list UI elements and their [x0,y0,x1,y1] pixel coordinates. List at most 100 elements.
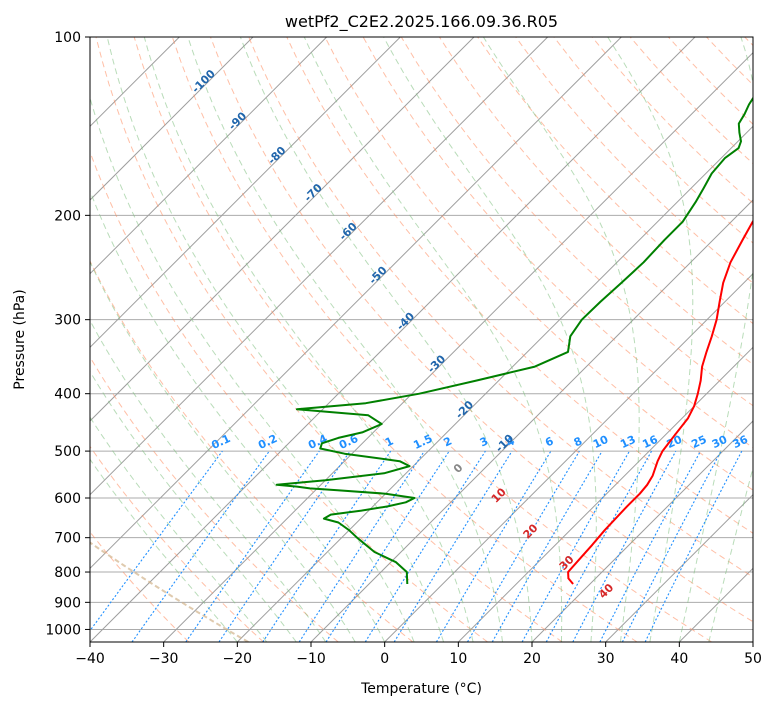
mixing-ratio-label: 20 [665,433,685,451]
mixing-ratio-line [644,450,743,642]
x-axis-tick-label: −40 [75,651,105,667]
mixing-ratio-line [298,450,425,642]
plot-frame [89,36,754,643]
x-axis-tick-label: 0 [380,651,389,667]
moist-adiabat-label: 40 [596,581,616,601]
mixing-ratio-line [572,450,677,642]
moist-adiabat-line [90,458,238,642]
y-axis-tick-label: 800 [54,565,81,581]
dewpoint-profile-line [275,96,753,585]
y-axis-tick-label: 100 [54,30,81,46]
isotherm-line [678,567,753,642]
dry-adiabat-line [591,37,753,204]
mixing-ratio-line [262,450,392,642]
moist-adiabat-line [90,189,386,642]
isotherm-line [163,51,753,642]
dry-adiabat-line [210,37,753,623]
isotherm-line [236,125,753,642]
isotherm-line [605,493,753,642]
isotherm-line [90,37,622,570]
x-axis-tick-label: 20 [523,651,541,667]
isotherm-line [90,37,696,642]
x-axis-tick-label: 50 [744,651,762,667]
x-axis-label: Temperature (°C) [360,681,482,697]
isotherm-line [90,37,254,201]
moist-adiabat-label: 20 [521,521,541,541]
y-axis-tick-label: 300 [54,313,81,329]
dry-adiabat-line [90,445,264,642]
mixing-ratio-label: 3 [478,434,490,449]
x-axis-tick-label: −10 [296,651,326,667]
x-axis-tick-label: 10 [449,651,467,667]
isotherm-label: -90 [226,109,249,132]
dry-adiabat-line [95,37,563,642]
isotherm-line [457,346,753,642]
moist-adiabat-line [383,37,597,642]
moist-adiabat-line [106,37,445,642]
moist-adiabat-line [607,37,694,642]
x-axis-tick-label: −30 [149,651,179,667]
isotherm-label: -60 [337,220,360,243]
isotherm-label: -30 [425,352,448,375]
mixing-ratio-line [218,450,351,642]
moist-adiabat-line [90,260,356,642]
isotherm-label: -20 [453,398,476,421]
mixing-ratio-label: 16 [640,433,660,451]
mixing-ratio-line [467,450,580,642]
isotherm-label: -50 [366,264,389,287]
moist-adiabat-line [143,37,474,642]
dry-adiabat-line [90,356,339,642]
dcape-curve [90,541,249,642]
dry-adiabat-line [515,37,753,284]
y-axis-tick-label: 900 [54,595,81,611]
isotherm-line [531,420,753,642]
mixing-ratio-line [521,450,630,642]
dry-adiabat-line [133,37,638,642]
isotherm-line [752,641,753,642]
y-axis-tick-label: 1000 [45,622,81,638]
isotherm-line [90,37,401,349]
dry-adiabat-line [744,37,753,47]
moist-adiabat-line [678,37,753,642]
moist-adiabat-line [90,416,268,642]
mixing-ratio-line [90,450,223,632]
y-axis-label: Pressure (hPa) [12,289,28,389]
moist-adiabat-label: 10 [489,485,509,505]
mixing-ratio-label: 6 [543,434,556,449]
x-axis-tick-label: 30 [597,651,615,667]
y-axis-tick-label: 600 [54,491,81,507]
isotherm-label: -40 [394,310,417,333]
y-axis-tick-label: 700 [54,531,81,547]
dry-adiabat-line [706,37,753,86]
plot-area: 0.1 0.2 0.4 0.6 1 1.5 2 3 4 6 8 10 13 16 20 25 30 36-100-… [90,37,753,642]
dry-adiabat-line [90,531,190,642]
mixing-ratio-line [325,450,450,642]
isotherm-label: -80 [265,144,288,167]
moist-adiabat-line [303,37,563,642]
dry-adiabat-line [171,37,712,642]
dry-adiabat-line [248,37,753,578]
moist-adiabat-label: 0 [451,461,466,476]
y-axis-tick-label: 200 [54,208,81,224]
moist-adiabat-line [90,319,327,642]
dry-adiabat-line [90,259,414,642]
mixing-ratio-label: 10 [591,433,611,451]
x-axis-tick-label: 40 [670,651,688,667]
isotherm-label: -100 [189,67,218,96]
mixing-ratio-line [545,450,653,642]
mixing-ratio-label: 25 [689,433,708,451]
x-axis-tick-label: −20 [223,651,253,667]
isotherm-line [384,272,753,642]
moist-adiabat-line [482,37,640,642]
isotherm-label: -70 [302,181,325,204]
moist-adiabat-line [90,370,297,642]
y-axis-tick-label: 500 [54,444,81,460]
mixing-ratio-line [491,450,603,642]
axes: −40 −30 −20 −10 0 10 20 30 40 5010020030040050060… [45,30,762,667]
isotherm-line [90,37,475,422]
mixing-ratio-line [621,450,722,642]
moist-adiabat-line [708,466,753,642]
mixing-ratio-line [393,450,513,642]
